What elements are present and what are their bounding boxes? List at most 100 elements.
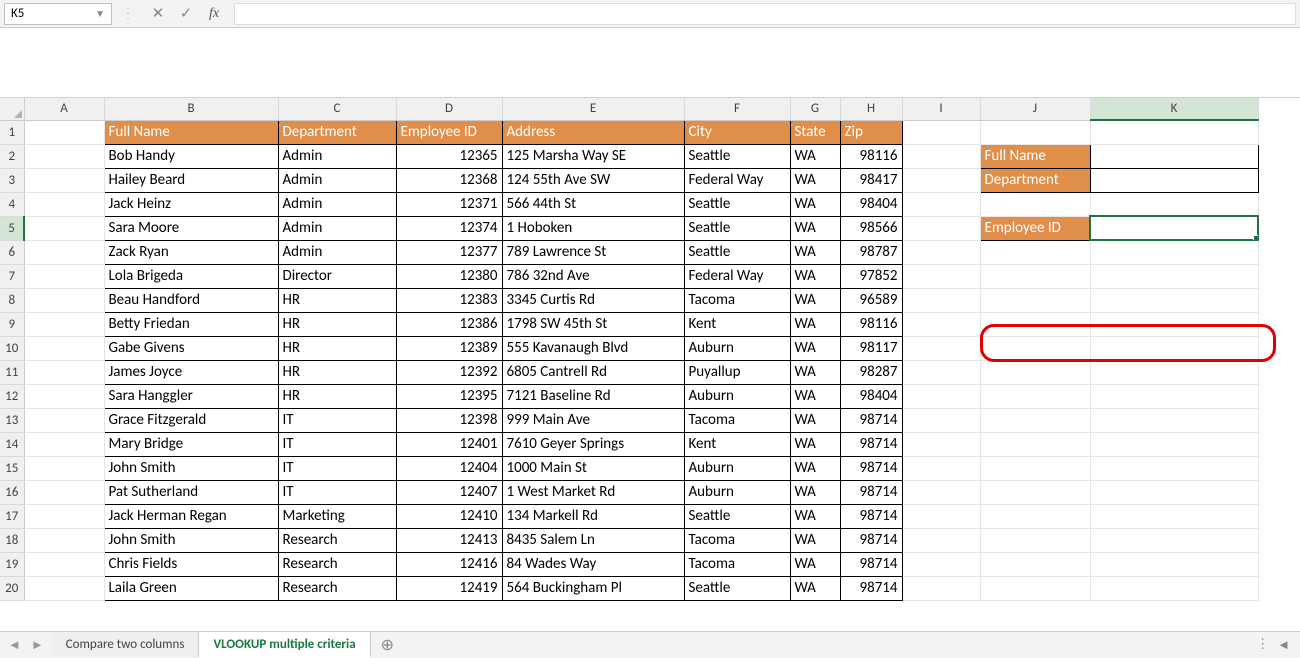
cell-H8[interactable]: 96589 [840, 288, 902, 312]
cell-H11[interactable]: 98287 [840, 360, 902, 384]
select-all-corner[interactable] [0, 98, 24, 120]
cell-E1[interactable]: Address [502, 120, 684, 144]
cell-A3[interactable] [24, 168, 104, 192]
cell-F11[interactable]: Puyallup [684, 360, 790, 384]
cell-G3[interactable]: WA [790, 168, 840, 192]
cell-B1[interactable]: Full Name [104, 120, 278, 144]
cell-D16[interactable]: 12407 [396, 480, 502, 504]
cell-J2[interactable]: Full Name [980, 144, 1090, 168]
cell-I2[interactable] [902, 144, 980, 168]
cell-H3[interactable]: 98417 [840, 168, 902, 192]
cell-I11[interactable] [902, 360, 980, 384]
row-header-11[interactable]: 11 [0, 360, 24, 384]
cell-B12[interactable]: Sara Hanggler [104, 384, 278, 408]
fx-icon[interactable]: fx [200, 6, 228, 22]
cell-F19[interactable]: Tacoma [684, 552, 790, 576]
cell-G8[interactable]: WA [790, 288, 840, 312]
cell-B16[interactable]: Pat Sutherland [104, 480, 278, 504]
cell-J15[interactable] [980, 456, 1090, 480]
cell-D12[interactable]: 12395 [396, 384, 502, 408]
cell-E19[interactable]: 84 Wades Way [502, 552, 684, 576]
cell-G13[interactable]: WA [790, 408, 840, 432]
cell-D2[interactable]: 12365 [396, 144, 502, 168]
row-header-1[interactable]: 1 [0, 120, 24, 144]
cell-E6[interactable]: 789 Lawrence St [502, 240, 684, 264]
cell-I6[interactable] [902, 240, 980, 264]
cell-I17[interactable] [902, 504, 980, 528]
cell-C18[interactable]: Research [278, 528, 396, 552]
cell-F10[interactable]: Auburn [684, 336, 790, 360]
row-header-10[interactable]: 10 [0, 336, 24, 360]
cell-E11[interactable]: 6805 Cantrell Rd [502, 360, 684, 384]
formula-input[interactable] [234, 3, 1296, 25]
cell-A10[interactable] [24, 336, 104, 360]
cell-K20[interactable] [1090, 576, 1258, 600]
row-header-18[interactable]: 18 [0, 528, 24, 552]
col-header-B[interactable]: B [104, 98, 278, 120]
cell-F17[interactable]: Seattle [684, 504, 790, 528]
cell-E5[interactable]: 1 Hoboken [502, 216, 684, 240]
cell-D10[interactable]: 12389 [396, 336, 502, 360]
cell-E4[interactable]: 566 44th St [502, 192, 684, 216]
cell-E3[interactable]: 124 55th Ave SW [502, 168, 684, 192]
cell-A20[interactable] [24, 576, 104, 600]
cell-I1[interactable] [902, 120, 980, 144]
cell-A9[interactable] [24, 312, 104, 336]
name-box[interactable]: K5 ▼ [4, 3, 112, 25]
cell-K12[interactable] [1090, 384, 1258, 408]
cell-J7[interactable] [980, 264, 1090, 288]
cell-C2[interactable]: Admin [278, 144, 396, 168]
cell-J11[interactable] [980, 360, 1090, 384]
cell-I3[interactable] [902, 168, 980, 192]
cell-C14[interactable]: IT [278, 432, 396, 456]
cell-D4[interactable]: 12371 [396, 192, 502, 216]
cell-F5[interactable]: Seattle [684, 216, 790, 240]
cell-K14[interactable] [1090, 432, 1258, 456]
cell-G2[interactable]: WA [790, 144, 840, 168]
cell-I16[interactable] [902, 480, 980, 504]
cell-D20[interactable]: 12419 [396, 576, 502, 600]
cell-H10[interactable]: 98117 [840, 336, 902, 360]
cell-C19[interactable]: Research [278, 552, 396, 576]
cell-I14[interactable] [902, 432, 980, 456]
col-header-C[interactable]: C [278, 98, 396, 120]
cell-D5[interactable]: 12374 [396, 216, 502, 240]
cell-H6[interactable]: 98787 [840, 240, 902, 264]
cell-E15[interactable]: 1000 Main St [502, 456, 684, 480]
cell-H15[interactable]: 98714 [840, 456, 902, 480]
cell-E20[interactable]: 564 Buckingham Pl [502, 576, 684, 600]
cell-G9[interactable]: WA [790, 312, 840, 336]
cell-E7[interactable]: 786 32nd Ave [502, 264, 684, 288]
cell-H2[interactable]: 98116 [840, 144, 902, 168]
cell-J13[interactable] [980, 408, 1090, 432]
cell-D19[interactable]: 12416 [396, 552, 502, 576]
cell-F6[interactable]: Seattle [684, 240, 790, 264]
cell-B20[interactable]: Laila Green [104, 576, 278, 600]
cell-K5[interactable] [1090, 216, 1258, 240]
cell-G17[interactable]: WA [790, 504, 840, 528]
cell-I10[interactable] [902, 336, 980, 360]
cell-G16[interactable]: WA [790, 480, 840, 504]
col-header-F[interactable]: F [684, 98, 790, 120]
cell-G14[interactable]: WA [790, 432, 840, 456]
cell-B14[interactable]: Mary Bridge [104, 432, 278, 456]
cell-E9[interactable]: 1798 SW 45th St [502, 312, 684, 336]
cell-B3[interactable]: Hailey Beard [104, 168, 278, 192]
cell-H14[interactable]: 98714 [840, 432, 902, 456]
row-header-14[interactable]: 14 [0, 432, 24, 456]
cell-C15[interactable]: IT [278, 456, 396, 480]
cell-I8[interactable] [902, 288, 980, 312]
cell-F4[interactable]: Seattle [684, 192, 790, 216]
cell-C8[interactable]: HR [278, 288, 396, 312]
cell-G1[interactable]: State [790, 120, 840, 144]
cell-C16[interactable]: IT [278, 480, 396, 504]
cell-F20[interactable]: Seattle [684, 576, 790, 600]
cell-J3[interactable]: Department [980, 168, 1090, 192]
cell-C11[interactable]: HR [278, 360, 396, 384]
cell-F12[interactable]: Auburn [684, 384, 790, 408]
row-header-20[interactable]: 20 [0, 576, 24, 600]
cell-G11[interactable]: WA [790, 360, 840, 384]
cell-I13[interactable] [902, 408, 980, 432]
cell-G4[interactable]: WA [790, 192, 840, 216]
cell-I9[interactable] [902, 312, 980, 336]
